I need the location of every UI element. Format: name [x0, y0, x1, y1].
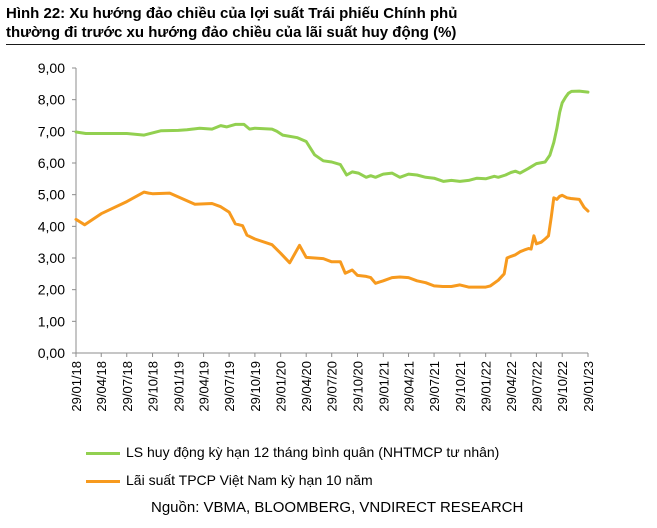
x-tick-label: 29/04/19	[197, 361, 212, 412]
x-tick-label: 29/10/21	[453, 361, 468, 412]
series-line-deposit-rate	[74, 89, 590, 183]
x-tick-label: 29/01/23	[581, 361, 596, 412]
x-tick-label: 29/07/22	[529, 361, 544, 412]
y-tick-label: 2,00	[38, 282, 65, 298]
y-tick-label: 3,00	[38, 250, 65, 266]
y-tick-label: 7,00	[38, 123, 65, 139]
chart-title-line: Hình 22: Xu hướng đảo chiều của lợi suất…	[6, 5, 458, 22]
x-tick-label: 29/10/22	[555, 361, 570, 412]
y-tick-label: 8,00	[38, 92, 65, 108]
series-line-bond-yield	[74, 190, 590, 289]
legend-label-deposit-rate: LS huy động kỳ hạn 12 tháng bình quân (N…	[126, 444, 500, 460]
x-tick-label: 29/07/20	[325, 361, 340, 412]
y-tick-label: 6,00	[38, 155, 65, 171]
x-tick-label: 29/07/18	[120, 361, 135, 412]
title-divider	[6, 44, 645, 45]
x-tick-label: 29/01/20	[274, 361, 289, 412]
x-tick-label: 29/04/18	[94, 361, 109, 412]
x-tick-label: 29/04/21	[402, 361, 417, 412]
x-tick-label: 29/04/20	[299, 361, 314, 412]
x-tick-label: 29/10/19	[248, 361, 263, 412]
x-tick-label: 29/10/20	[351, 361, 366, 412]
chart-title-line: thường đi trước xu hướng đảo chiều của l…	[6, 24, 457, 41]
chart-title: Hình 22: Xu hướng đảo chiều của lợi suất…	[6, 4, 646, 42]
x-tick-label: 29/07/21	[427, 361, 442, 412]
y-tick-label: 4,00	[38, 218, 65, 234]
x-tick-label: 29/04/22	[504, 361, 519, 412]
legend-label-bond-yield: Lãi suất TPCP Việt Nam kỳ hạn 10 năm	[126, 472, 373, 488]
x-tick-label: 29/01/21	[376, 361, 391, 412]
y-tick-label: 0,00	[38, 345, 65, 361]
x-tick-label: 29/10/18	[146, 361, 161, 412]
source-note: Nguồn: VBMA, BLOOMBERG, VNDIRECT RESEARC…	[151, 499, 524, 516]
legend-swatch-deposit-rate	[86, 452, 120, 455]
y-tick-label: 1,00	[38, 313, 65, 329]
legend-swatch-bond-yield	[86, 480, 120, 483]
x-tick-label: 29/01/18	[69, 361, 84, 412]
x-tick-label: 29/01/22	[479, 361, 494, 412]
x-tick-label: 29/07/19	[222, 361, 237, 412]
x-tick-label: 29/01/19	[171, 361, 186, 412]
y-tick-label: 9,00	[38, 60, 65, 76]
y-tick-label: 5,00	[38, 187, 65, 203]
